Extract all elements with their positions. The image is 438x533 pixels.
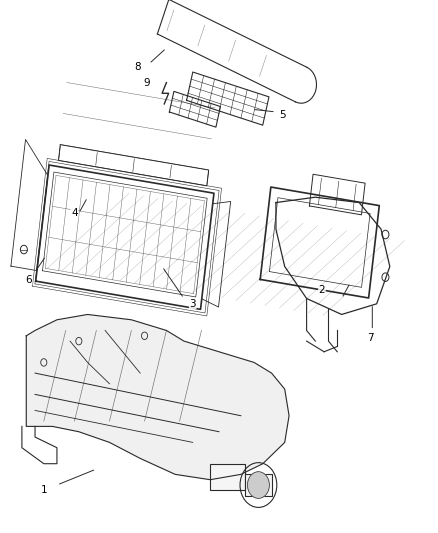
Circle shape — [247, 472, 269, 498]
Text: 5: 5 — [279, 110, 286, 119]
Text: 1: 1 — [40, 486, 47, 495]
Text: 3: 3 — [189, 299, 196, 309]
Bar — [210, 464, 245, 490]
Text: 9: 9 — [143, 78, 150, 87]
Text: 6: 6 — [25, 275, 32, 285]
Text: 8: 8 — [134, 62, 141, 71]
Text: 2: 2 — [318, 286, 325, 295]
Text: 7: 7 — [367, 334, 374, 343]
Polygon shape — [26, 314, 289, 480]
Text: 4: 4 — [71, 208, 78, 218]
Bar — [245, 474, 272, 496]
